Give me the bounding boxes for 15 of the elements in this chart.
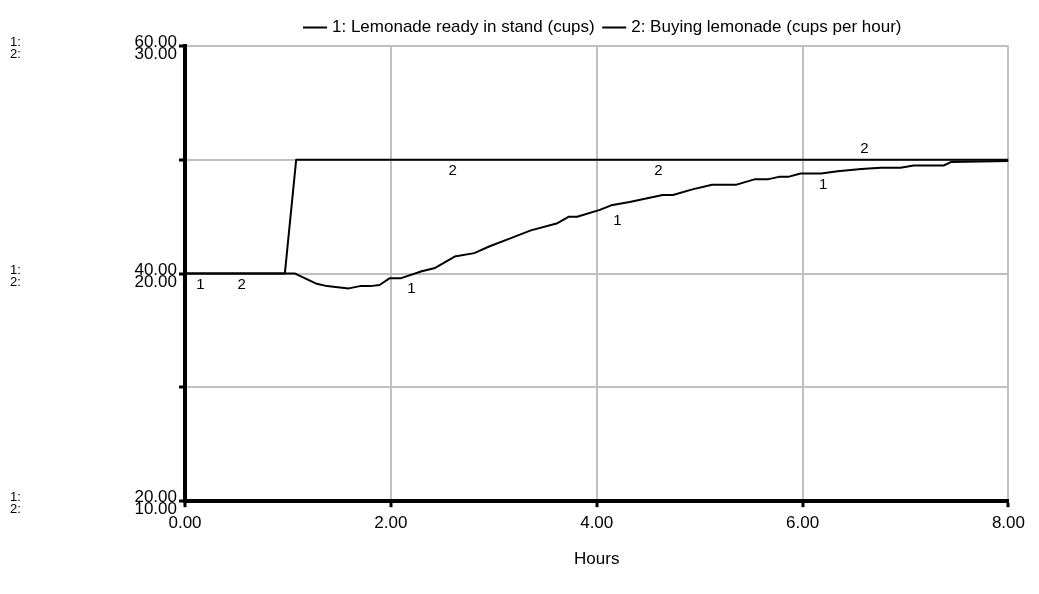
x-tick-label: 4.00 [580, 513, 614, 533]
annotation: 2 [448, 160, 457, 178]
x-tick-label: 8.00 [991, 513, 1025, 533]
annotation: 1 [613, 211, 622, 229]
x-axis-title: Hours [574, 549, 620, 569]
annotation: 1 [819, 174, 828, 192]
legend-label: 2: Buying lemonade (cups per hour) [631, 17, 902, 37]
annotation: 2 [654, 160, 663, 178]
legend-label: 1: Lemonade ready in stand (cups) [332, 17, 595, 37]
annotation: 1 [407, 279, 416, 297]
x-tick-label: 6.00 [786, 513, 820, 533]
annotation: 1 [196, 274, 205, 292]
annotation: 2 [237, 274, 246, 292]
annotation: 2 [860, 138, 869, 156]
x-tick-label: 2.00 [374, 513, 408, 533]
